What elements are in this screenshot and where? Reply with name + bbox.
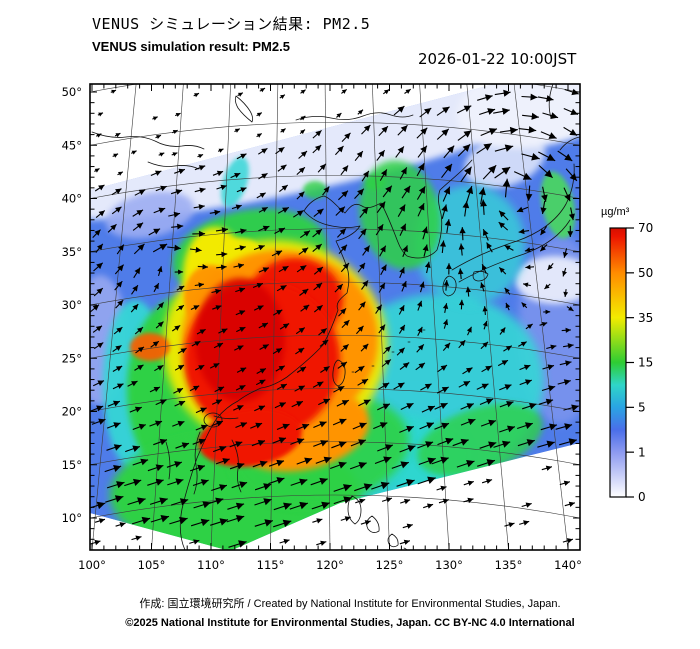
- lon-tick-label: 110°: [197, 558, 225, 572]
- coastlines: [91, 84, 580, 550]
- page-title-english: VENUS simulation result: PM2.5: [92, 39, 290, 54]
- lon-tick-label: 125°: [376, 558, 404, 572]
- pm25-blob: [365, 174, 385, 190]
- graticule: [90, 84, 580, 550]
- lat-tick-label: 50°: [62, 85, 82, 99]
- colorbar: 70 50 35 15 5 1 0: [609, 221, 653, 504]
- copyright-line: ©2025 National Institute for Environment…: [125, 617, 575, 629]
- forecast-datetime: 2026-01-22 10:00JST: [418, 50, 577, 68]
- colorbar-tick-label: 5: [638, 401, 646, 415]
- colorbar-tick-label: 1: [638, 445, 646, 459]
- credit-line: 作成: 国立環境研究所 / Created by National Instit…: [139, 598, 561, 610]
- lon-tick-label: 105°: [138, 558, 166, 572]
- wind-vector-arrows: [90, 87, 579, 548]
- lat-tick-label: 25°: [62, 351, 82, 365]
- colorbar-tick-label: 35: [638, 311, 653, 325]
- colorbar-ticks: 70 50 35 15 5 1 0: [626, 221, 653, 504]
- colorbar-gradient-bar: [609, 227, 627, 498]
- map-frame-area: [90, 84, 580, 550]
- lat-tick-label: 10°: [62, 511, 82, 525]
- lat-tick-label: 15°: [62, 458, 82, 472]
- lat-tick-label: 35°: [62, 245, 82, 259]
- lon-tick-label: 140°: [554, 558, 582, 572]
- lat-tick-label: 20°: [62, 405, 82, 419]
- lon-tick-label: 115°: [257, 558, 285, 572]
- map-frame: [89, 83, 581, 551]
- colorbar-tick-label: 70: [638, 221, 653, 235]
- colorbar-unit-label: µg/m³: [601, 206, 630, 218]
- pm25-blob: [303, 181, 327, 199]
- lon-tick-label: 130°: [435, 558, 463, 572]
- lat-tick-label: 40°: [62, 192, 82, 206]
- colorbar-tick-label: 15: [638, 356, 653, 370]
- axis-tick-marks: [90, 84, 580, 551]
- pm25-blob: [456, 84, 580, 149]
- pm25-blob: [415, 185, 525, 305]
- pm25-blob: [540, 171, 576, 239]
- page-title-japanese: VENUS シミュレーション結果: PM2.5: [92, 15, 371, 33]
- pm25-blob: [221, 156, 249, 208]
- pm25-blob: [515, 256, 580, 304]
- colorbar-tick-label: 50: [638, 266, 653, 280]
- pm25-blob: [198, 409, 302, 467]
- pm25-blob: [130, 333, 170, 361]
- colorbar-tick-label: 0: [638, 490, 646, 504]
- lon-tick-label: 100°: [78, 558, 106, 572]
- lat-tick-label: 45°: [62, 138, 82, 152]
- lon-tick-label: 120°: [316, 558, 344, 572]
- lon-tick-label: 135°: [495, 558, 523, 572]
- pm25-blob: [195, 278, 285, 402]
- axis-tick-labels: 50° 45° 40° 35° 30° 25° 20° 15° 10° 100° 105° 110° 1…: [62, 85, 582, 572]
- lat-tick-label: 30°: [62, 298, 82, 312]
- wind-arrow-heads: [92, 88, 579, 548]
